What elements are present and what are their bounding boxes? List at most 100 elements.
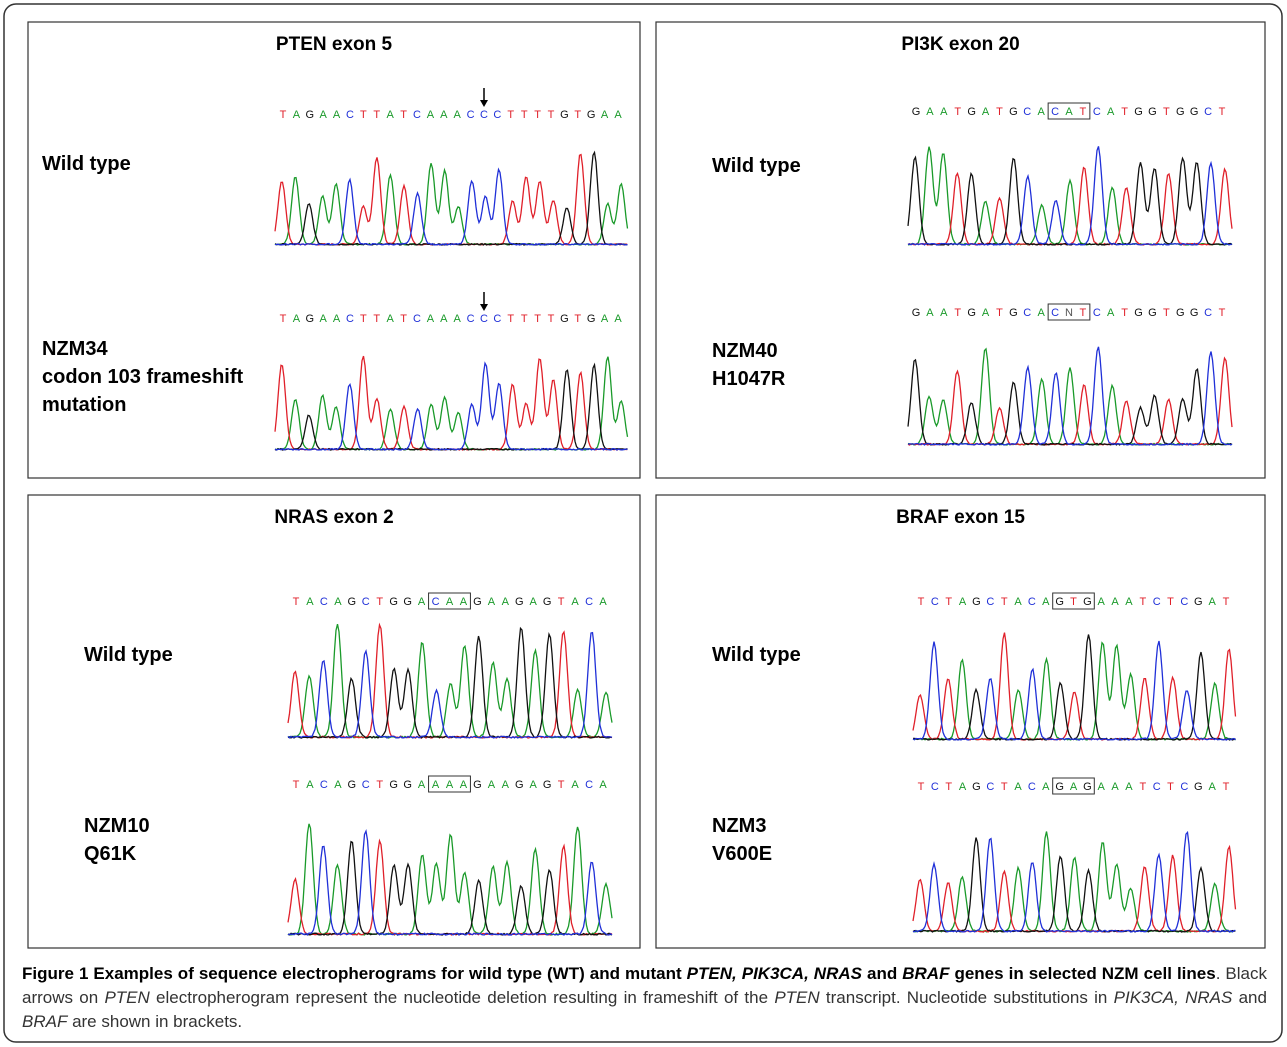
base: T bbox=[1163, 106, 1170, 118]
base: T bbox=[954, 106, 961, 118]
sequence: TAGAACTTATCAAACCCTTTTGTGAA bbox=[280, 313, 623, 325]
base: A bbox=[306, 596, 314, 608]
sample-label: Q61K bbox=[84, 843, 137, 865]
trace bbox=[288, 625, 612, 738]
base: T bbox=[534, 109, 541, 121]
base: T bbox=[1167, 596, 1174, 608]
base: T bbox=[1139, 596, 1146, 608]
base: C bbox=[346, 313, 354, 325]
base: A bbox=[387, 313, 395, 325]
base: G bbox=[1190, 106, 1199, 118]
trace bbox=[908, 347, 1232, 445]
base: G bbox=[1134, 307, 1143, 319]
base: T bbox=[1163, 307, 1170, 319]
base: T bbox=[1167, 781, 1174, 793]
sequence: TCTAGCTACAGTGAAATCTCGAT bbox=[918, 596, 1230, 608]
base: C bbox=[931, 781, 939, 793]
base: A bbox=[334, 779, 342, 791]
base: G bbox=[515, 596, 524, 608]
base: C bbox=[1028, 781, 1036, 793]
base: A bbox=[1208, 596, 1216, 608]
base: A bbox=[1065, 106, 1073, 118]
caption-text: genes in selected NZM cell lines bbox=[949, 964, 1215, 983]
panel-title: PTEN exon 5 bbox=[276, 34, 393, 55]
caption-text: PTEN, PIK3CA, NRAS bbox=[687, 964, 862, 983]
base: G bbox=[1134, 106, 1143, 118]
base: A bbox=[926, 307, 934, 319]
base: A bbox=[959, 781, 967, 793]
base: A bbox=[418, 779, 426, 791]
base: T bbox=[1219, 106, 1226, 118]
base: G bbox=[473, 779, 482, 791]
base: A bbox=[1208, 781, 1216, 793]
base: G bbox=[912, 106, 921, 118]
base: C bbox=[1051, 106, 1059, 118]
base: C bbox=[1204, 307, 1212, 319]
base: A bbox=[460, 596, 468, 608]
trace bbox=[908, 157, 1232, 245]
base: C bbox=[413, 313, 421, 325]
caption-text: PTEN bbox=[774, 988, 819, 1007]
base: A bbox=[1111, 781, 1119, 793]
base: C bbox=[480, 109, 488, 121]
base: T bbox=[1080, 106, 1087, 118]
base: C bbox=[432, 596, 440, 608]
trace bbox=[275, 155, 628, 245]
base: G bbox=[1176, 307, 1185, 319]
base: T bbox=[521, 313, 528, 325]
base: A bbox=[1014, 596, 1022, 608]
base: T bbox=[1080, 307, 1087, 319]
panel-frame bbox=[656, 22, 1265, 478]
base: A bbox=[1098, 781, 1106, 793]
caption-text: Figure 1 Examples of sequence electrophe… bbox=[22, 964, 687, 983]
figure: PTEN exon 5Wild typeTAGAACTTATCAAACCCTTT… bbox=[0, 0, 1287, 1047]
base: A bbox=[440, 109, 448, 121]
base: T bbox=[534, 313, 541, 325]
base: C bbox=[585, 779, 593, 791]
base: G bbox=[348, 596, 357, 608]
base: T bbox=[1121, 307, 1128, 319]
base: A bbox=[334, 596, 342, 608]
base: T bbox=[1219, 307, 1226, 319]
base: A bbox=[502, 596, 510, 608]
base: G bbox=[1083, 596, 1092, 608]
sample-label: NZM10 bbox=[84, 815, 150, 837]
base: A bbox=[1111, 596, 1119, 608]
base: C bbox=[493, 109, 501, 121]
trace bbox=[275, 153, 628, 246]
base: A bbox=[982, 106, 990, 118]
sequence: TCTAGCTACAGAGAAATCTCGAT bbox=[918, 781, 1230, 793]
base: A bbox=[940, 307, 948, 319]
base: C bbox=[1023, 307, 1031, 319]
base: A bbox=[601, 313, 609, 325]
trace bbox=[913, 832, 1236, 933]
base: C bbox=[1180, 781, 1188, 793]
sample-label: Wild type bbox=[712, 155, 801, 177]
caption: Figure 1 Examples of sequence electrophe… bbox=[22, 962, 1267, 1034]
base: G bbox=[1009, 307, 1018, 319]
sample-label: Wild type bbox=[84, 644, 173, 666]
base: G bbox=[1194, 781, 1203, 793]
base: A bbox=[1042, 596, 1050, 608]
trace bbox=[288, 628, 612, 738]
base: A bbox=[320, 313, 328, 325]
base: T bbox=[1223, 596, 1230, 608]
base: A bbox=[1070, 781, 1078, 793]
base: A bbox=[1107, 307, 1115, 319]
sample-label: NZM40 bbox=[712, 340, 778, 362]
base: C bbox=[1153, 781, 1161, 793]
base: G bbox=[1148, 307, 1157, 319]
sample-label: mutation bbox=[42, 394, 126, 416]
base: T bbox=[400, 109, 407, 121]
base: A bbox=[460, 779, 468, 791]
base: A bbox=[1042, 781, 1050, 793]
base: G bbox=[1009, 106, 1018, 118]
base: G bbox=[1190, 307, 1199, 319]
base: A bbox=[488, 596, 496, 608]
base: G bbox=[403, 596, 412, 608]
base: C bbox=[1051, 307, 1059, 319]
base: G bbox=[473, 596, 482, 608]
panel-title: NRAS exon 2 bbox=[274, 507, 393, 528]
base: T bbox=[507, 109, 514, 121]
base: A bbox=[1125, 781, 1133, 793]
